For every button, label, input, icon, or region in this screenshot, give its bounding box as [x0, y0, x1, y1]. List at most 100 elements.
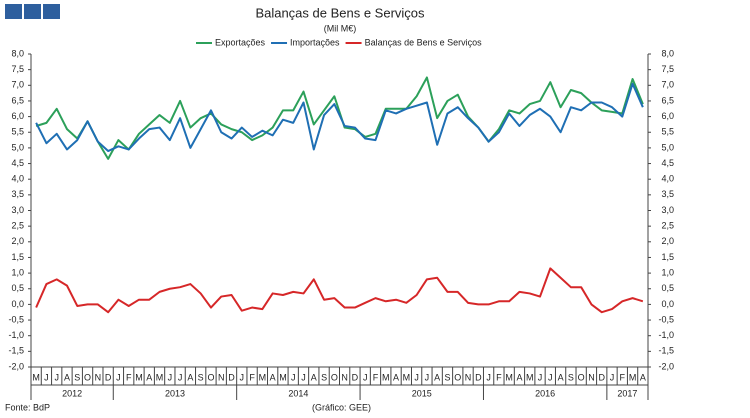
y2-tick-label: 3,0: [661, 205, 674, 215]
chart-title: Balanças de Bens e Serviços: [255, 5, 425, 20]
year-label: 2013: [165, 388, 185, 398]
credit: (Gráfico: GEE): [312, 402, 371, 412]
x-tick-label: F: [373, 372, 379, 382]
x-tick-label: J: [168, 372, 173, 382]
y2-tick-label: 3,5: [661, 189, 674, 199]
x-tick-label: S: [74, 372, 80, 382]
x-tick-label: A: [434, 372, 440, 382]
x-tick-label: A: [270, 372, 276, 382]
x-tick-label: N: [588, 372, 595, 382]
x-tick-label: A: [146, 372, 152, 382]
x-tick-label: J: [538, 372, 543, 382]
y-tick-label: 1,5: [11, 252, 24, 262]
y-tick-label: 7,5: [11, 64, 24, 74]
x-tick-label: J: [240, 372, 245, 382]
y2-tick-label: -1,5: [658, 346, 674, 356]
y-tick-label: -1,0: [8, 330, 24, 340]
x-tick-label: M: [629, 372, 637, 382]
x-tick-label: F: [496, 372, 502, 382]
y2-tick-label: 7,5: [661, 64, 674, 74]
legend-label: Balanças de Bens e Serviços: [365, 37, 483, 47]
x-tick-label: O: [578, 372, 585, 382]
x-tick-label: F: [249, 372, 255, 382]
x-tick-label: J: [610, 372, 615, 382]
x-tick-label: O: [207, 372, 214, 382]
x-tick-label: J: [486, 372, 491, 382]
logo-block: [5, 4, 22, 19]
x-tick-label: M: [259, 372, 267, 382]
x-tick-label: S: [198, 372, 204, 382]
y2-tick-label: 5,0: [661, 142, 674, 152]
y-tick-label: 8,0: [11, 48, 24, 58]
x-tick-label: N: [465, 372, 472, 382]
y-tick-label: 3,5: [11, 189, 24, 199]
x-tick-label: J: [291, 372, 296, 382]
x-tick-label: S: [568, 372, 574, 382]
y2-tick-label: 0,5: [661, 283, 674, 293]
y-tick-label: 6,0: [11, 111, 24, 121]
year-label: 2017: [617, 388, 637, 398]
x-tick-label: S: [444, 372, 450, 382]
x-tick-label: J: [414, 372, 419, 382]
y-tick-label: 1,0: [11, 267, 24, 277]
year-label: 2014: [288, 388, 308, 398]
y-tick-label: 6,5: [11, 95, 24, 105]
y2-tick-label: 4,0: [661, 174, 674, 184]
y2-tick-label: 6,0: [661, 111, 674, 121]
y2-tick-label: 6,5: [661, 95, 674, 105]
y2-tick-label: 7,0: [661, 80, 674, 90]
y-tick-label: 5,0: [11, 142, 24, 152]
x-tick-label: O: [331, 372, 338, 382]
y-tick-label: -1,5: [8, 346, 24, 356]
x-tick-label: J: [363, 372, 368, 382]
x-tick-label: J: [425, 372, 430, 382]
y2-tick-label: 0,0: [661, 299, 674, 309]
x-tick-label: F: [620, 372, 626, 382]
y-tick-label: 5,5: [11, 127, 24, 137]
y-tick-label: 4,5: [11, 158, 24, 168]
y-tick-label: 0,0: [11, 299, 24, 309]
y2-tick-label: 2,0: [661, 236, 674, 246]
y-tick-label: -0,5: [8, 314, 24, 324]
y-tick-label: 4,0: [11, 174, 24, 184]
x-tick-label: M: [526, 372, 534, 382]
y2-tick-label: 8,0: [661, 48, 674, 58]
series-line: [35, 82, 644, 153]
x-tick-label: J: [178, 372, 183, 382]
x-tick-label: A: [187, 372, 193, 382]
chart-subtitle: (Mil M€): [324, 23, 357, 33]
x-tick-label: J: [54, 372, 59, 382]
logo-block: [24, 4, 41, 19]
x-tick-label: N: [218, 372, 225, 382]
x-tick-label: D: [352, 372, 359, 382]
series-line: [35, 76, 644, 160]
x-tick-label: A: [558, 372, 564, 382]
x-tick-label: D: [105, 372, 112, 382]
x-tick-label: M: [505, 372, 513, 382]
x-tick-label: M: [403, 372, 411, 382]
y2-tick-label: 1,0: [661, 267, 674, 277]
y2-tick-label: 5,5: [661, 127, 674, 137]
y2-tick-label: 4,5: [661, 158, 674, 168]
x-tick-label: D: [475, 372, 482, 382]
x-tick-label: M: [135, 372, 143, 382]
y-tick-label: -2,0: [8, 361, 24, 371]
y2-tick-label: -0,5: [658, 314, 674, 324]
y-tick-label: 0,5: [11, 283, 24, 293]
x-tick-label: J: [548, 372, 553, 382]
legend-label: Importações: [290, 37, 340, 47]
y-tick-label: 2,5: [11, 221, 24, 231]
x-tick-label: A: [640, 372, 646, 382]
x-tick-label: S: [321, 372, 327, 382]
x-tick-label: O: [84, 372, 91, 382]
logo-block: [43, 4, 60, 19]
x-tick-label: O: [454, 372, 461, 382]
x-tick-label: J: [44, 372, 49, 382]
year-label: 2012: [62, 388, 82, 398]
legend-label: Exportações: [215, 37, 266, 47]
series-line: [35, 267, 644, 314]
x-tick-label: M: [382, 372, 390, 382]
x-tick-label: J: [301, 372, 306, 382]
x-tick-label: M: [32, 372, 40, 382]
